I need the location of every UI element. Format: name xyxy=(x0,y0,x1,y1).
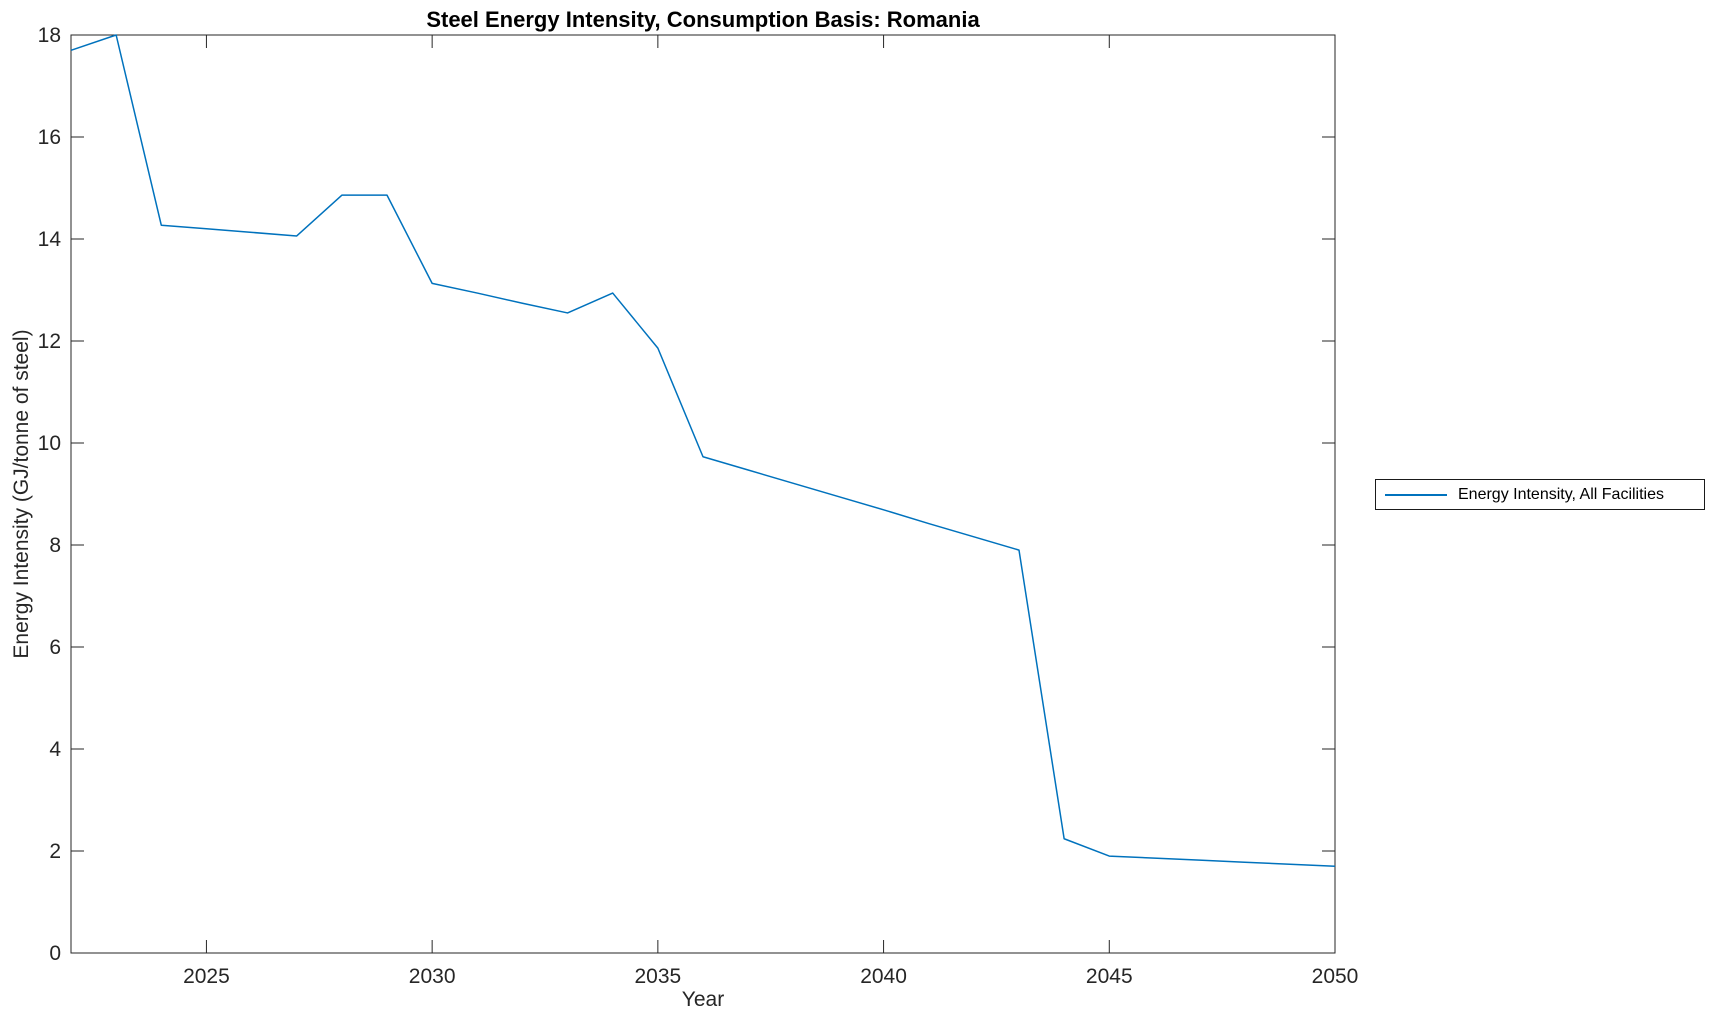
y-tick-labels: 0 2 4 6 8 10 12 14 16 18 xyxy=(38,24,62,965)
chart-title: Steel Energy Intensity, Consumption Basi… xyxy=(426,7,980,32)
x-tick-label: 2025 xyxy=(183,965,230,988)
x-tick-label: 2040 xyxy=(860,965,907,988)
y-tick-label: 4 xyxy=(49,738,61,761)
y-tick-label: 8 xyxy=(49,534,61,557)
x-ticks xyxy=(205,35,1336,953)
x-tick-label: 2035 xyxy=(634,965,681,988)
legend-entry-label: Energy Intensity, All Facilities xyxy=(1458,485,1665,503)
plot-frame xyxy=(70,34,1336,954)
energy-intensity-line xyxy=(70,34,1336,868)
y-tick-label: 10 xyxy=(38,432,61,455)
x-tick-label: 2045 xyxy=(1086,965,1133,988)
y-tick-label: 16 xyxy=(38,126,61,149)
y-tick-label: 2 xyxy=(49,840,61,863)
x-tick-label: 2030 xyxy=(409,965,456,988)
y-tick-label: 12 xyxy=(38,330,61,353)
x-tick-label: 2050 xyxy=(1312,965,1359,988)
y-ticks xyxy=(71,34,1335,954)
legend-line-sample xyxy=(1385,493,1447,496)
axes-box xyxy=(70,34,1336,954)
y-tick-label: 6 xyxy=(49,636,61,659)
data-series xyxy=(70,34,1336,868)
x-axis-label: Year xyxy=(681,988,725,1011)
y-axis-label: Energy Intensity (GJ/tonne of steel) xyxy=(10,329,33,659)
y-tick-label: 14 xyxy=(38,228,62,251)
y-tick-label: 0 xyxy=(49,942,61,965)
y-tick-label: 18 xyxy=(38,24,61,47)
x-tick-labels: 2025 2030 2035 2040 2045 2050 xyxy=(183,965,1358,988)
legend: Energy Intensity, All Facilities xyxy=(1375,479,1705,510)
